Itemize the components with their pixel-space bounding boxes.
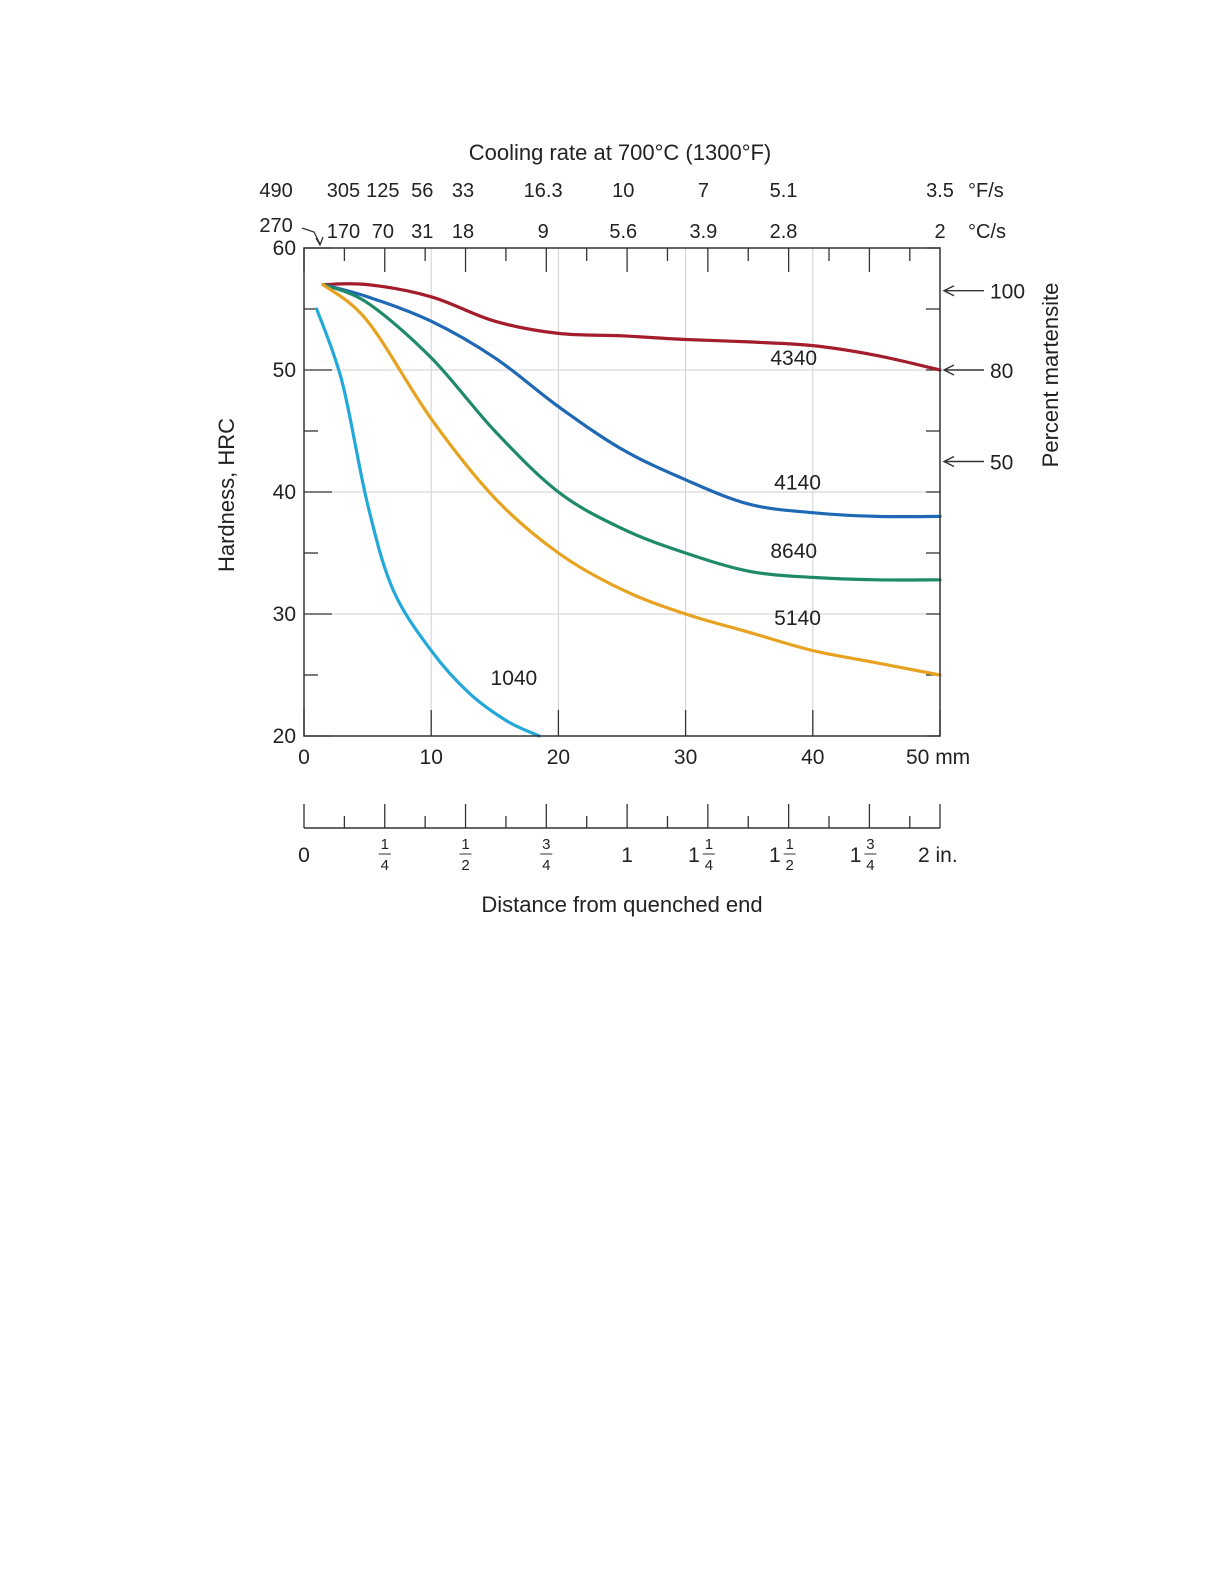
inch-tick-label: 12 xyxy=(459,836,472,874)
cooling-rate-c-label: 170 xyxy=(327,221,360,243)
series-line-8640 xyxy=(321,283,942,582)
martensite-arrowhead xyxy=(942,364,955,376)
cooling-rate-c-label: 70 xyxy=(372,221,394,243)
inch-denominator: 4 xyxy=(381,857,389,874)
cooling-rate-c-label: 9 xyxy=(538,221,549,243)
cooling-rate-c-label: 18 xyxy=(452,221,474,243)
inch-numerator: 3 xyxy=(866,836,874,853)
x-tick-label: 0 xyxy=(298,746,310,769)
cooling-rate-c-label: 3.9 xyxy=(690,221,718,243)
cooling-rate-f-label: 490 xyxy=(259,180,292,202)
martensite-label: 50 xyxy=(990,452,1013,475)
cooling-rate-f-label: 7 xyxy=(698,180,709,202)
x-tick-label: 50 mm xyxy=(906,746,970,769)
pointer-arrow xyxy=(301,227,321,245)
cooling-rate-f-label: 305 xyxy=(327,180,360,202)
inch-tick-label: 2 in. xyxy=(918,844,958,867)
inch-whole: 1 xyxy=(850,844,862,867)
inch-tick-label: 34 xyxy=(540,836,553,874)
cooling-rate-f-unit: °F/s xyxy=(968,180,1004,202)
y2-axis-title: Percent martensite xyxy=(1038,283,1063,468)
series-label-4340: 4340 xyxy=(770,347,817,370)
inch-tick-label: 1 12 xyxy=(769,836,796,874)
series-label-5140: 5140 xyxy=(774,607,821,630)
cooling-rate-c-label: 5.6 xyxy=(609,221,637,243)
series-group xyxy=(315,282,942,738)
inch-tick-label: 1 xyxy=(621,844,633,867)
series-line-4340 xyxy=(321,282,942,372)
y-tick-label: 30 xyxy=(273,603,296,626)
inch-numerator: 1 xyxy=(785,836,793,853)
cooling-rate-f-label: 125 xyxy=(366,180,399,202)
series-line-1040 xyxy=(315,307,541,738)
cooling-rate-c-label: 270 xyxy=(259,215,292,237)
series-label-4140: 4140 xyxy=(774,472,821,495)
cooling-rate-f-label: 3.5 xyxy=(926,180,954,202)
inch-whole: 1 xyxy=(688,844,700,867)
inch-numerator: 1 xyxy=(705,836,713,853)
cooling-rate-c-unit: °C/s xyxy=(968,221,1006,243)
grid xyxy=(304,248,940,736)
y-tick-label: 60 xyxy=(273,237,296,260)
inch-tick-label: 14 xyxy=(378,836,391,874)
cooling-rate-f-label: 16.3 xyxy=(524,180,563,202)
martensite-arrowhead xyxy=(942,455,955,468)
inch-numerator: 1 xyxy=(381,836,389,853)
x-tick-label: 40 xyxy=(801,746,824,769)
inch-numerator: 1 xyxy=(461,836,469,853)
x-tick-label: 30 xyxy=(674,746,697,769)
inch-numerator: 3 xyxy=(542,836,550,853)
cooling-rate-c-label: 31 xyxy=(411,221,433,243)
inch-whole: 1 xyxy=(769,844,781,867)
cooling-rate-f-label: 33 xyxy=(452,180,474,202)
martensite-label: 80 xyxy=(990,360,1013,383)
inch-denominator: 2 xyxy=(461,857,469,874)
series-line-5140 xyxy=(321,283,942,677)
inch-tick-label: 1 3 4 xyxy=(850,836,877,874)
series-line-4140 xyxy=(321,283,942,519)
axis-ticks xyxy=(303,247,941,829)
series-label-8640: 8640 xyxy=(770,540,817,563)
inch-tick-label: 0 xyxy=(298,844,310,867)
inch-whole: 0 xyxy=(298,844,310,867)
y-tick-label: 40 xyxy=(273,481,296,504)
cooling-rate-c-label: 2.8 xyxy=(770,221,798,243)
inch-denominator: 4 xyxy=(866,857,874,874)
cooling-rate-f-label: 5.1 xyxy=(770,180,798,202)
y-tick-label: 20 xyxy=(273,725,296,748)
plot-frame xyxy=(303,247,941,737)
inch-denominator: 4 xyxy=(542,857,550,874)
pointer-arrowhead xyxy=(315,236,324,247)
inch-denominator: 2 xyxy=(785,857,793,874)
inch-denominator: 4 xyxy=(705,857,713,874)
martensite-label: 100 xyxy=(990,281,1025,304)
inch-tick-label: 1 14 xyxy=(688,836,715,874)
cooling-rate-c-label: 2 xyxy=(934,221,945,243)
chart-title: Cooling rate at 700°C (1300°F) xyxy=(469,140,772,165)
inch-whole: 2 in. xyxy=(918,844,958,867)
martensite-arrowhead xyxy=(942,285,955,297)
y-axis-title: Hardness, HRC xyxy=(214,418,239,572)
x-tick-label: 20 xyxy=(547,746,570,769)
x-axis-title: Distance from quenched end xyxy=(481,892,762,917)
cooling-rate-f-label: 10 xyxy=(612,180,634,202)
series-label-1040: 1040 xyxy=(491,667,538,690)
x-tick-label: 10 xyxy=(420,746,443,769)
inch-whole: 1 xyxy=(621,844,633,867)
y-tick-label: 50 xyxy=(273,359,296,382)
cooling-rate-f-label: 56 xyxy=(411,180,433,202)
